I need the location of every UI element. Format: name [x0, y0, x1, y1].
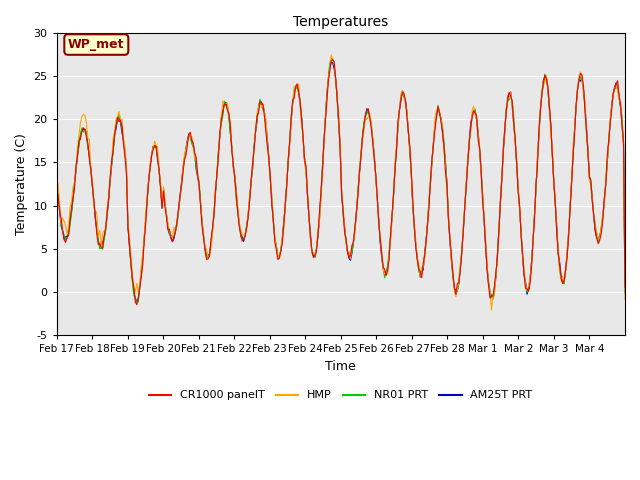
NR01 PRT: [621, 290, 629, 296]
CR1000 panelT: [348, 243, 356, 249]
CR1000 panelT: [621, 284, 629, 290]
Title: Temperatures: Temperatures: [293, 15, 388, 29]
HMP: [621, 296, 629, 302]
Legend: CR1000 panelT, HMP, NR01 PRT, AM25T PRT: CR1000 panelT, HMP, NR01 PRT, AM25T PRT: [145, 386, 537, 405]
CR1000 panelT: [133, 302, 141, 308]
CR1000 panelT: [461, 205, 468, 211]
Line: HMP: HMP: [57, 55, 625, 310]
AM25T PRT: [328, 60, 335, 65]
HMP: [53, 178, 61, 184]
HMP: [620, 143, 627, 148]
AM25T PRT: [348, 250, 356, 256]
AM25T PRT: [133, 298, 141, 304]
NR01 PRT: [133, 300, 141, 306]
NR01 PRT: [72, 168, 80, 173]
CR1000 panelT: [329, 57, 337, 62]
Line: AM25T PRT: AM25T PRT: [57, 62, 625, 301]
AM25T PRT: [620, 141, 627, 146]
NR01 PRT: [90, 199, 98, 205]
NR01 PRT: [545, 102, 553, 108]
HMP: [347, 256, 355, 262]
AM25T PRT: [72, 168, 80, 173]
Line: NR01 PRT: NR01 PRT: [57, 59, 625, 303]
HMP: [488, 307, 495, 313]
CR1000 panelT: [53, 183, 61, 189]
X-axis label: Time: Time: [326, 360, 356, 372]
Y-axis label: Temperature (C): Temperature (C): [15, 133, 28, 235]
AM25T PRT: [545, 105, 553, 111]
CR1000 panelT: [72, 163, 80, 168]
AM25T PRT: [461, 205, 468, 211]
NR01 PRT: [461, 202, 468, 207]
NR01 PRT: [329, 56, 337, 61]
CR1000 panelT: [90, 198, 98, 204]
CR1000 panelT: [620, 139, 627, 145]
NR01 PRT: [348, 250, 356, 256]
HMP: [460, 225, 467, 230]
HMP: [90, 203, 98, 209]
CR1000 panelT: [545, 102, 553, 108]
AM25T PRT: [621, 289, 629, 295]
HMP: [545, 99, 553, 105]
NR01 PRT: [53, 183, 61, 189]
HMP: [328, 52, 335, 58]
HMP: [72, 164, 80, 170]
Line: CR1000 panelT: CR1000 panelT: [57, 60, 625, 305]
Text: WP_met: WP_met: [68, 38, 125, 51]
AM25T PRT: [90, 198, 98, 204]
NR01 PRT: [620, 139, 627, 144]
AM25T PRT: [53, 182, 61, 188]
